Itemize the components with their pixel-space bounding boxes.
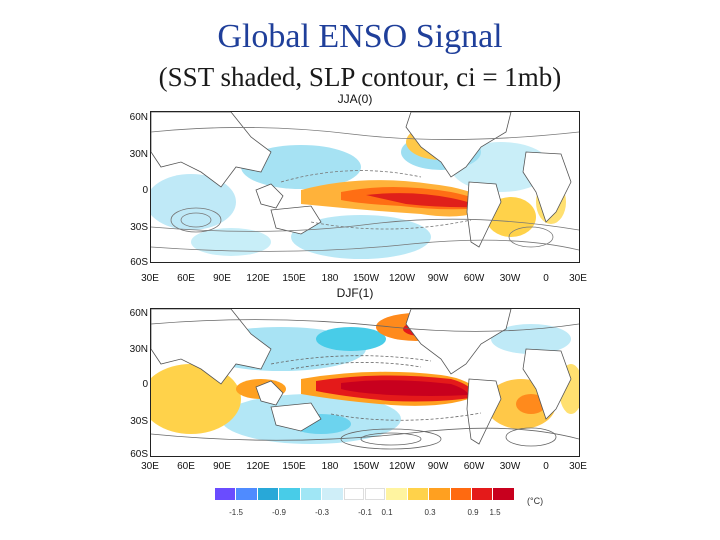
x-tick: 60E xyxy=(177,461,195,472)
y-tick-60s: 60S xyxy=(130,257,148,268)
colorbar-swatch xyxy=(300,488,323,500)
x-tick: 180 xyxy=(321,273,339,284)
y-tick-60n: 60N xyxy=(129,308,148,319)
x-tick: 150E xyxy=(282,461,306,472)
x-tick: 60W xyxy=(463,461,485,472)
colorbar-unit: (°C) xyxy=(527,496,544,506)
panel-djf: DJF(1) 60N 30N 0 30S 60S xyxy=(100,283,610,493)
y-tick-30n: 30N xyxy=(129,344,148,355)
x-tick: 0 xyxy=(543,461,549,472)
x-tick: 120E xyxy=(246,461,270,472)
y-tick-30s: 30S xyxy=(130,416,148,427)
colorbar-swatch xyxy=(364,488,387,500)
x-tick: 30E xyxy=(569,461,587,472)
x-tick: 150W xyxy=(352,461,380,472)
colorbar-labels: -1.5 -0.9 -0.3 -0.1 0.1 0.3 0.9 1.5 xyxy=(215,508,515,520)
y-tick-60n: 60N xyxy=(129,112,148,123)
colorbar-label: -0.3 xyxy=(315,508,329,517)
y-tick-eq: 0 xyxy=(142,379,148,390)
colorbar xyxy=(215,488,515,500)
sst-map-jja xyxy=(150,111,580,263)
colorbar-swatch xyxy=(343,488,365,500)
x-tick: 150W xyxy=(352,273,380,284)
x-tick: 30E xyxy=(141,273,159,284)
x-tick: 90W xyxy=(427,273,449,284)
x-tick: 120E xyxy=(246,273,270,284)
y-tick-eq: 0 xyxy=(142,185,148,196)
colorbar-swatch xyxy=(322,488,344,500)
x-tick: 120W xyxy=(388,461,416,472)
panel-title-jja: JJA(0) xyxy=(337,92,373,106)
colorbar-swatch xyxy=(472,488,494,500)
colorbar-label: 0.1 xyxy=(381,508,393,517)
colorbar-label: 0.9 xyxy=(467,508,479,517)
x-tick: 90E xyxy=(213,461,231,472)
x-tick: 30W xyxy=(499,461,521,472)
colorbar-swatch xyxy=(257,488,280,500)
x-tick: 0 xyxy=(543,273,549,284)
colorbar-swatch xyxy=(493,488,515,500)
x-tick: 60W xyxy=(463,273,485,284)
x-tick: 120W xyxy=(388,273,416,284)
x-axis-djf: 30E 60E 90E 120E 150E 180 150W 120W 90W … xyxy=(141,461,587,475)
colorbar-label: -0.1 xyxy=(358,508,372,517)
page-title: Global ENSO Signal xyxy=(217,18,503,55)
y-tick-30s: 30S xyxy=(130,222,148,233)
colorbar-swatch xyxy=(236,488,258,500)
y-tick-30n: 30N xyxy=(129,149,148,160)
page-subtitle: (SST shaded, SLP contour, ci = 1mb) xyxy=(158,62,562,92)
x-tick: 30E xyxy=(141,461,159,472)
y-tick-60s: 60S xyxy=(130,449,148,460)
colorbar-label: -0.9 xyxy=(272,508,286,517)
colorbar-swatch xyxy=(215,488,237,500)
colorbar-swatch xyxy=(407,488,430,500)
colorbar-label: 1.5 xyxy=(489,508,501,517)
x-axis-jja: 30E 60E 90E 120E 150E 180 150W 120W 90W … xyxy=(141,273,587,287)
colorbar-swatch xyxy=(386,488,408,500)
colorbar-swatch xyxy=(279,488,301,500)
x-tick: 30W xyxy=(499,273,521,284)
colorbar-label: -1.5 xyxy=(229,508,243,517)
panel-jja: JJA(0) 60N 30N 0 30S 60S xyxy=(100,90,610,295)
colorbar-swatch xyxy=(429,488,451,500)
x-tick: 150E xyxy=(282,273,306,284)
colorbar-label: 0.3 xyxy=(424,508,436,517)
panel-title-djf: DJF(1) xyxy=(336,286,374,300)
x-tick: 30E xyxy=(569,273,587,284)
x-tick: 90W xyxy=(427,461,449,472)
sst-map-djf xyxy=(150,308,580,457)
x-tick: 60E xyxy=(177,273,195,284)
x-tick: 180 xyxy=(321,461,339,472)
x-tick: 90E xyxy=(213,273,231,284)
colorbar-swatch xyxy=(450,488,473,500)
